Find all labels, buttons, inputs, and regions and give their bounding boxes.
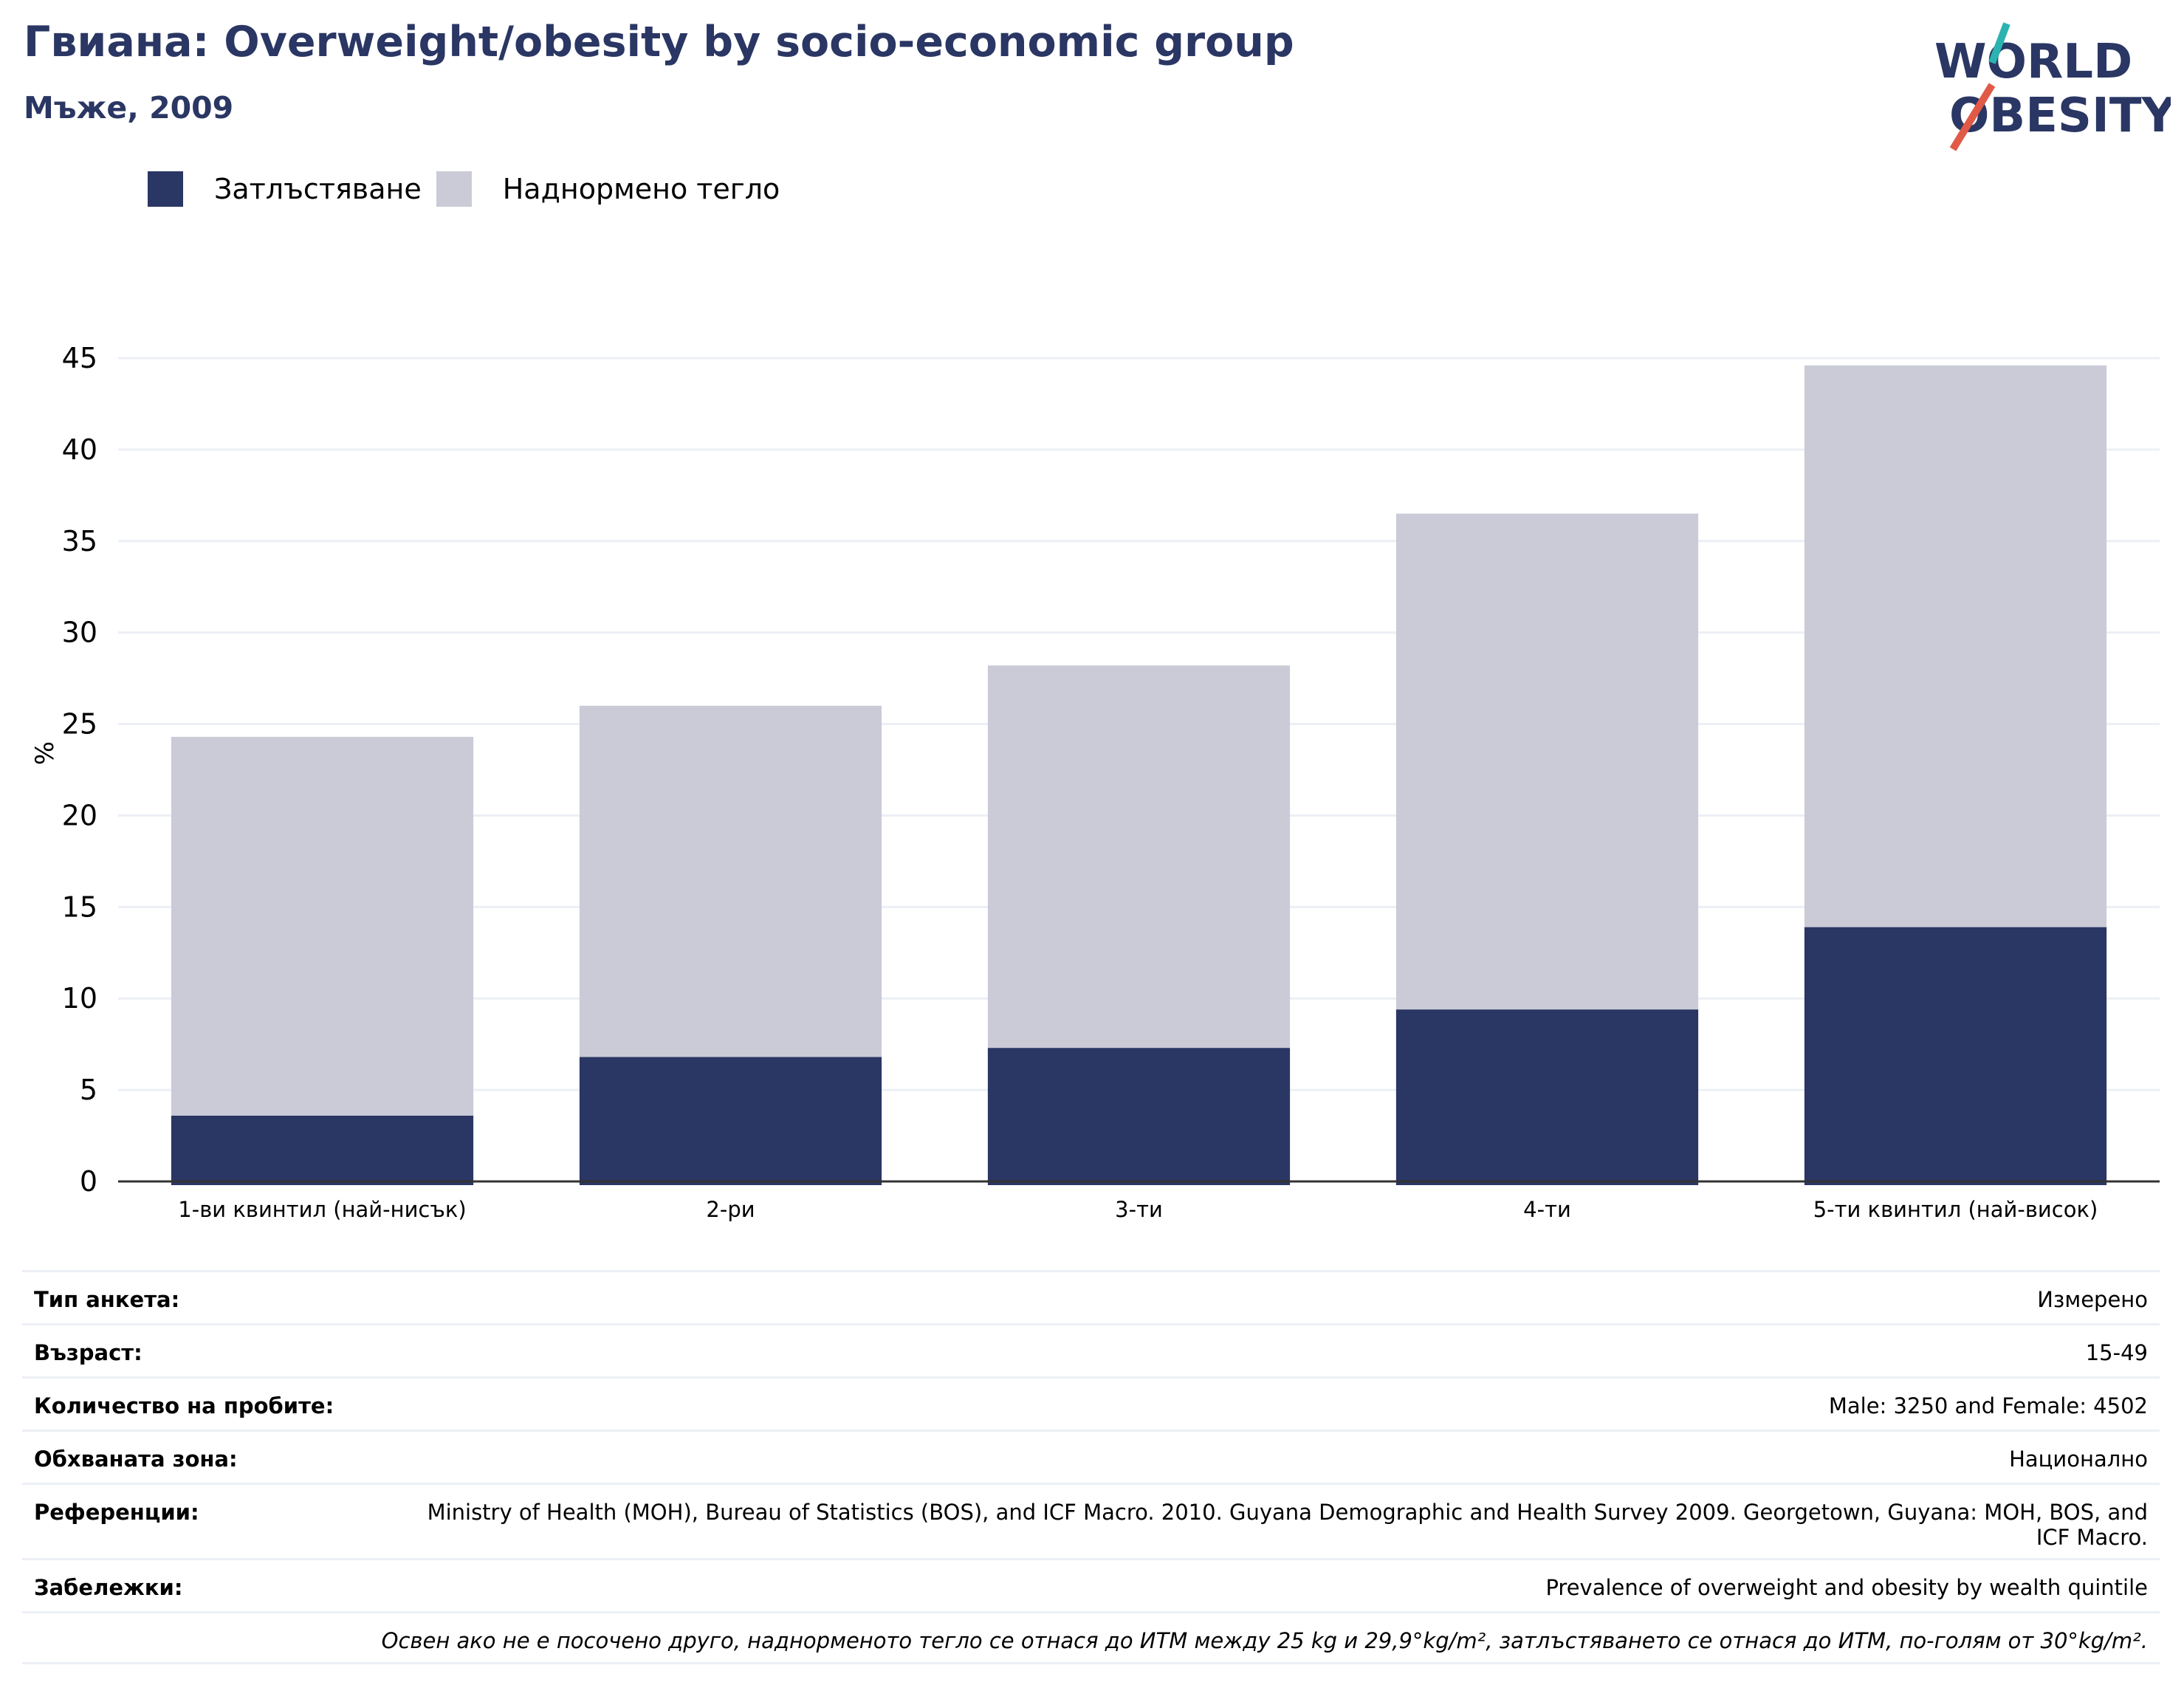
y-tick-label: 45 [62,342,97,374]
bar-chart: 0 5 10 15 20 25 30 35 40 45% 1-ви квинтил (най-нис… [30,342,2160,1222]
bar-obesity [171,1115,474,1185]
info-row-sample-size: Количество на пробите: Male: 3250 and Fe… [22,1376,2160,1430]
info-value-notes: Prevalence of overweight and obesity by … [1545,1575,2148,1600]
legend-swatch-overweight [436,171,472,207]
legend-item-obesity: Затлъстяване [148,171,422,207]
legend-label-overweight: Наднормено тегло [502,173,780,205]
bar-obesity [1804,927,2107,1185]
info-row-notes: Забележки: Prevalence of overweight and … [22,1558,2160,1611]
info-row-age: Възраст: 15-49 [22,1323,2160,1376]
info-value-sample-size: Male: 3250 and Female: 4502 [1828,1393,2148,1418]
info-row-references: Референции: Ministry of Health (MOH), Bu… [22,1483,2160,1558]
info-value-references: Ministry of Health (MOH), Bureau of Stat… [427,1500,2148,1550]
info-key-survey-type: Тип анкета: [34,1287,180,1312]
survey-info-table: Тип анкета: Измерено Възраст: 15-49 Коли… [22,1270,2160,1664]
chart-title: Гвиана: Overweight/obesity by socio-econ… [24,18,1294,66]
info-row-area: Обхваната зона: Национално [22,1430,2160,1483]
logo-slash-teal [1988,22,2010,64]
bar-overweight [1804,365,2107,927]
info-value-age: 15-49 [2085,1340,2148,1365]
bar-overweight [579,705,882,1057]
bar-obesity [579,1057,882,1185]
info-key-notes: Забележки: [34,1575,183,1600]
bar-obesity [1395,1009,1699,1185]
world-obesity-logo: WORLD OBESITY [1934,22,2171,151]
y-tick-label: 10 [62,982,97,1015]
definition-footnote: Освен ако не е посочено друго, наднормен… [22,1611,2160,1664]
info-key-age: Възраст: [34,1340,142,1365]
x-tick-label: 2-ри [706,1197,755,1222]
x-tick-label: 3-ти [1115,1197,1163,1222]
y-tick-label: 20 [62,799,97,831]
info-value-survey-type: Измерено [2037,1287,2148,1312]
y-tick-label: 30 [62,617,97,649]
chart-subtitle: Мъже, 2009 [24,90,234,126]
legend-label-obesity: Затлъстяване [214,173,422,205]
y-tick-label: 35 [62,525,97,557]
y-tick-label: 15 [62,891,97,923]
info-row-survey-type: Тип анкета: Измерено [22,1270,2160,1323]
bar-overweight [987,665,1291,1049]
info-value-area: Национално [2009,1447,2148,1472]
bar-overweight [171,736,474,1116]
info-key-references: Референции: [34,1500,199,1525]
y-tick-label: 5 [80,1074,97,1106]
logo-text-world: WORLD [1934,35,2132,89]
y-axis-label: % [30,741,60,765]
legend-item-overweight: Наднормено тегло [436,171,780,207]
bar-obesity [987,1048,1291,1185]
y-tick-label: 0 [80,1165,97,1198]
info-key-sample-size: Количество на пробите: [34,1393,334,1418]
legend-swatch-obesity [148,171,183,207]
y-tick-label: 40 [62,433,97,466]
info-key-area: Обхваната зона: [34,1447,238,1472]
x-tick-label: 5-ти квинтил (най-висок) [1813,1197,2098,1222]
y-tick-label: 25 [62,708,97,741]
chart-legend: Затлъстяване Наднормено тегло [148,170,794,208]
x-tick-label: 4-ти [1523,1197,1571,1222]
x-tick-label: 1-ви квинтил (най-нисък) [178,1197,466,1222]
logo-slash-red [1949,83,1996,151]
bar-overweight [1395,513,1699,1010]
